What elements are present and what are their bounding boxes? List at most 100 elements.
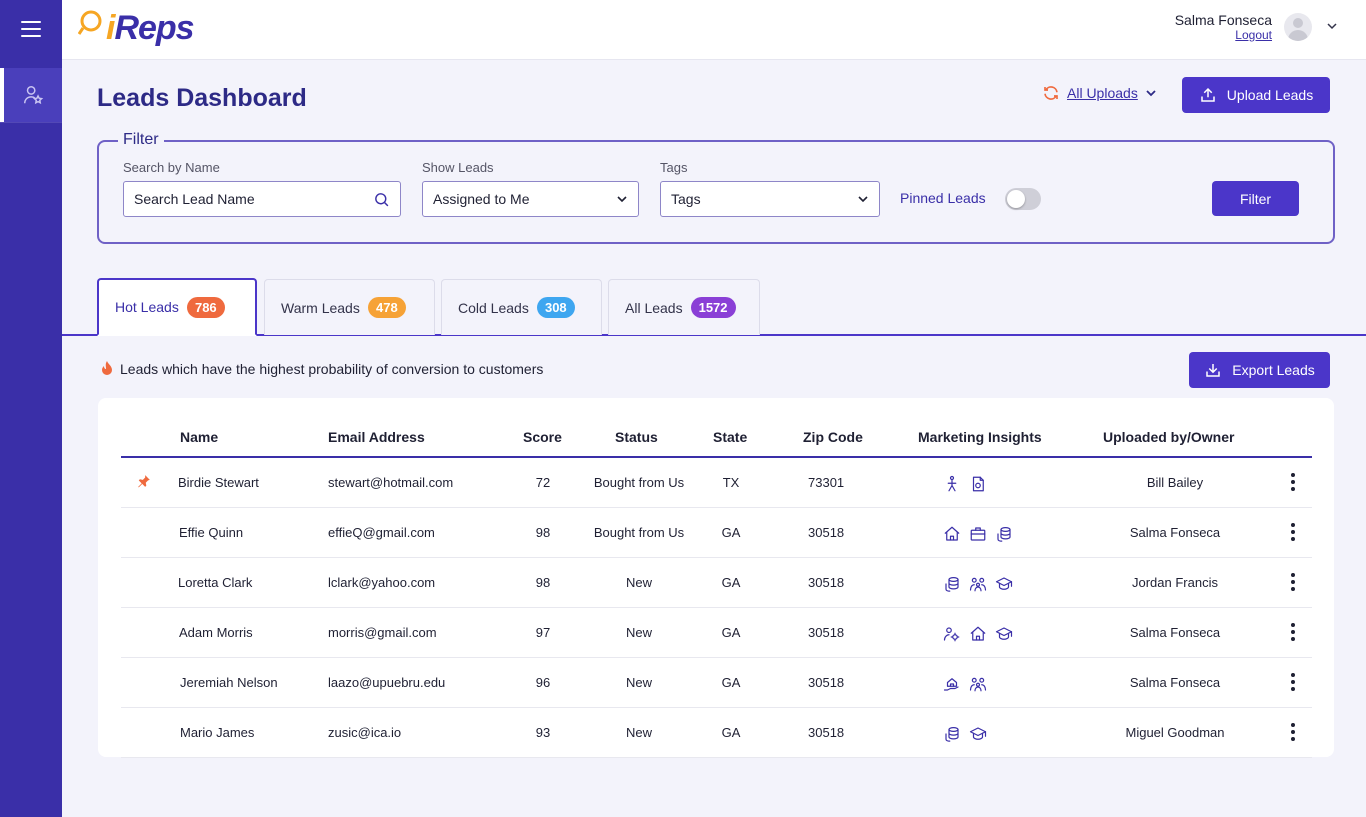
refresh-icon: [1044, 86, 1058, 100]
column-header[interactable]: Status: [615, 429, 658, 445]
logout-link[interactable]: Logout: [1235, 28, 1272, 42]
search-icon: [375, 192, 389, 206]
briefcase-icon[interactable]: [969, 525, 987, 543]
lead-state: TX: [722, 475, 740, 490]
sidebar-item-leads[interactable]: [0, 68, 62, 122]
pin-icon[interactable]: [137, 474, 151, 488]
lead-zip: 30518: [808, 725, 845, 740]
more-options-icon[interactable]: [1290, 523, 1296, 541]
lead-name[interactable]: Effie Quinn: [179, 525, 244, 540]
family-icon[interactable]: [969, 675, 987, 693]
tab-label: Cold Leads: [458, 299, 529, 316]
upload-leads-button[interactable]: Upload Leads: [1182, 77, 1330, 113]
marketing-insights: [943, 675, 987, 693]
count-badge: 786: [186, 296, 225, 318]
home-icon[interactable]: [943, 525, 961, 543]
marketing-insights: [943, 475, 987, 493]
all-uploads-dropdown[interactable]: All Uploads: [1042, 84, 1157, 102]
logo[interactable]: iReps: [78, 8, 195, 48]
top-bar: iReps Salma Fonseca Logout: [62, 0, 1366, 60]
export-leads-button[interactable]: Export Leads: [1189, 352, 1330, 388]
user-star-icon: [24, 86, 44, 105]
lead-status: New: [625, 625, 652, 640]
tags-select[interactable]: Tags: [660, 181, 880, 217]
home-icon[interactable]: [969, 625, 987, 643]
lead-zip: 30518: [808, 625, 845, 640]
coins-icon[interactable]: [943, 725, 961, 743]
hand-home-icon[interactable]: [943, 675, 961, 693]
table-row[interactable]: Adam Morris morris@gmail.com 97 New GA 30518 S…: [121, 608, 1312, 658]
lead-name[interactable]: Jeremiah Nelson: [180, 675, 278, 690]
tab-hot-leads[interactable]: Hot Leads 786: [97, 278, 257, 336]
tab-cold-leads[interactable]: Cold Leads 308: [441, 279, 602, 335]
lead-owner: Salma Fonseca: [1129, 625, 1221, 640]
tab-all-leads[interactable]: All Leads 1572: [608, 279, 760, 335]
download-icon: [1206, 364, 1220, 377]
filter-legend: Filter: [118, 131, 164, 149]
logo-mark-icon: [78, 10, 102, 35]
more-options-icon[interactable]: [1290, 673, 1296, 691]
users-cog-icon[interactable]: [943, 625, 961, 643]
lead-name[interactable]: Mario James: [180, 725, 255, 740]
user-block: Salma Fonseca Logout: [1175, 12, 1272, 42]
count-badge: 1572: [690, 297, 736, 318]
tab-label: All Leads: [625, 299, 683, 316]
coins-icon[interactable]: [995, 525, 1013, 543]
more-options-icon[interactable]: [1290, 473, 1296, 491]
page-title: Leads Dashboard: [97, 84, 307, 112]
tab-label: Warm Leads: [281, 299, 360, 316]
menu-icon[interactable]: [21, 21, 41, 37]
avatar[interactable]: [1284, 13, 1312, 41]
column-header[interactable]: Score: [523, 429, 562, 445]
chevron-down-icon: [617, 196, 627, 203]
lead-email: zusic@ica.io: [328, 725, 402, 740]
graduation-cap-icon[interactable]: [995, 625, 1013, 643]
lead-name[interactable]: Loretta Clark: [178, 575, 253, 590]
chevron-down-icon: [1146, 90, 1156, 97]
table-row[interactable]: Loretta Clark lclark@yahoo.com 98 New GA 3051…: [121, 558, 1312, 608]
filter-button[interactable]: Filter: [1212, 181, 1299, 216]
pinned-leads-toggle[interactable]: [1005, 188, 1041, 210]
family-icon[interactable]: [969, 575, 987, 593]
search-input[interactable]: Search Lead Name: [123, 181, 401, 217]
lead-status: Bought from Us: [593, 525, 685, 540]
lead-name[interactable]: Birdie Stewart: [178, 475, 259, 490]
table-row[interactable]: Effie Quinn effieQ@gmail.com 98 Bought from…: [121, 508, 1312, 558]
tab-warm-leads[interactable]: Warm Leads 478: [264, 279, 435, 335]
tabs-underline: [62, 334, 1366, 336]
description-text: Leads which have the highest probability…: [120, 361, 544, 377]
table-row[interactable]: Mario James zusic@ica.io 93 New GA 30518 Migue…: [121, 708, 1312, 758]
lead-score: 97: [535, 625, 551, 640]
user-walk-icon[interactable]: [943, 475, 961, 493]
table-row[interactable]: Jeremiah Nelson laazo@upuebru.edu 96 New GA 3…: [121, 658, 1312, 708]
lead-state: GA: [721, 575, 741, 590]
chevron-down-icon[interactable]: [1326, 20, 1338, 32]
more-options-icon[interactable]: [1290, 623, 1296, 641]
column-header[interactable]: State: [713, 429, 748, 445]
sidebar: [0, 0, 62, 817]
lead-zip: 30518: [808, 575, 845, 590]
column-header[interactable]: Marketing Insights: [918, 429, 1042, 445]
count-badge: 478: [367, 297, 406, 318]
marketing-insights: [943, 575, 1013, 593]
table-row[interactable]: Birdie Stewart stewart@hotmail.com 72 Bough…: [121, 458, 1312, 508]
graduation-cap-icon[interactable]: [995, 575, 1013, 593]
column-header[interactable]: Zip Code: [803, 429, 863, 445]
column-header[interactable]: Name: [180, 429, 219, 445]
lead-state: GA: [721, 725, 741, 740]
coins-icon[interactable]: [943, 575, 961, 593]
show-leads-select[interactable]: Assigned to Me: [422, 181, 639, 217]
lead-name[interactable]: Adam Morris: [179, 625, 253, 640]
column-header[interactable]: Email Address: [328, 429, 425, 445]
table-header-divider: [121, 456, 1312, 458]
more-options-icon[interactable]: [1290, 723, 1296, 741]
more-options-icon[interactable]: [1290, 573, 1296, 591]
doc-money-icon[interactable]: [969, 475, 987, 493]
upload-icon: [1201, 87, 1215, 102]
logo-text: iReps: [106, 8, 195, 47]
column-header[interactable]: Uploaded by/Owner: [1103, 429, 1235, 445]
graduation-cap-icon[interactable]: [969, 725, 987, 743]
marketing-insights: [943, 725, 987, 743]
lead-state: GA: [721, 625, 741, 640]
fire-icon: [102, 361, 112, 375]
